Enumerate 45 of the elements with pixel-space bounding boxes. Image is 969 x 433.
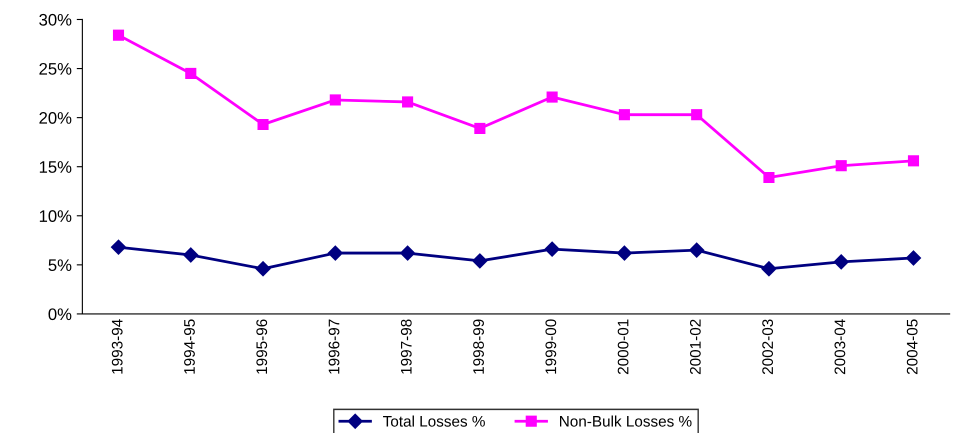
- legend-label: Non-Bulk Losses %: [560, 415, 692, 427]
- y-tick-label: 30%: [39, 14, 72, 26]
- point: [761, 261, 777, 276]
- point: [112, 30, 124, 41]
- y-tick-label: 20%: [39, 112, 72, 124]
- point: [183, 247, 198, 263]
- x-tick-label: 1998-99: [473, 320, 484, 374]
- point: [110, 240, 126, 255]
- x-tick-label: 1996-97: [328, 320, 340, 374]
- x-tick-label: 2000-01: [618, 320, 628, 374]
- point: [836, 160, 847, 172]
- point: [616, 246, 632, 261]
- x-tick-label: 1995-96: [256, 319, 268, 374]
- x-tick-label: 2003-04: [834, 319, 846, 374]
- legend-label: Total Losses %: [383, 415, 485, 427]
- point: [618, 109, 630, 120]
- point: [257, 118, 269, 130]
- y-tick-label: 5%: [48, 259, 72, 272]
- y-tick-label: 0%: [48, 308, 72, 320]
- x-tick-label: 2001-02: [690, 320, 701, 374]
- point: [908, 155, 920, 166]
- y-tick-label: 25%: [39, 62, 72, 75]
- x-tick-label: 2002-03: [762, 319, 774, 374]
- point: [763, 172, 774, 184]
- y-tick-label: 10%: [40, 210, 72, 222]
- point: [472, 253, 488, 268]
- point: [474, 122, 486, 134]
- point: [689, 242, 704, 258]
- x-tick-label: 2004-05: [906, 319, 918, 374]
- point: [330, 94, 341, 106]
- x-tick-label: 1994-95: [184, 319, 195, 374]
- y-tick-label: 15%: [40, 161, 72, 173]
- point: [185, 68, 196, 80]
- point: [328, 246, 343, 261]
- point: [400, 246, 416, 261]
- point: [255, 261, 271, 276]
- point: [906, 250, 922, 266]
- point: [691, 109, 702, 120]
- point: [834, 254, 849, 270]
- point: [544, 242, 560, 257]
- x-tick-label: 1997-98: [400, 319, 412, 374]
- point: [546, 91, 558, 103]
- x-tick-label: 1999-00: [545, 319, 556, 374]
- point: [402, 96, 414, 108]
- x-tick-label: 1993-94: [112, 319, 123, 374]
